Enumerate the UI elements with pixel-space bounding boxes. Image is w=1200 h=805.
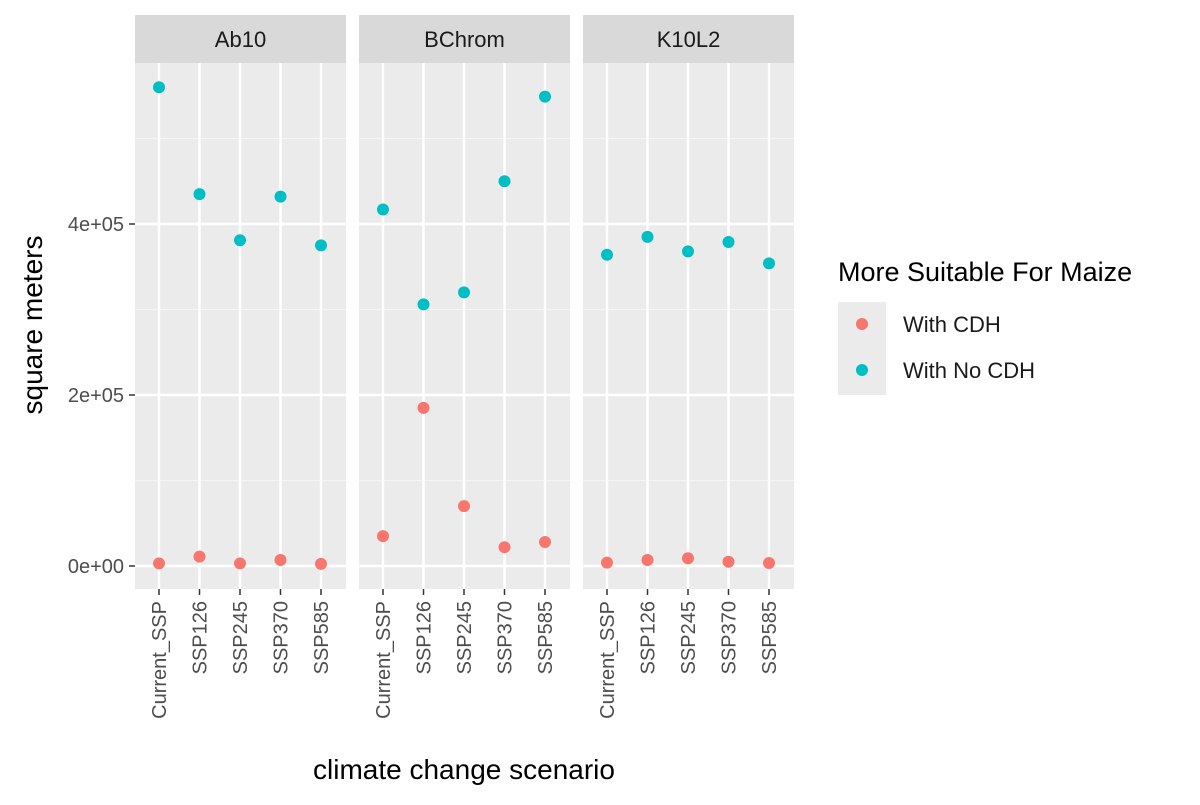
point-with-cdh-ssp126 [641,554,654,567]
point-with-no-cdh-current-ssp [377,203,389,216]
facet-strip [359,15,570,63]
x-tick-label-ssp245: SSP245 [678,601,700,674]
point-with-cdh-ssp245 [234,557,246,570]
point-with-no-cdh-ssp370 [498,175,511,188]
y-tick-label: 2e+05 [68,385,124,407]
point-with-cdh-ssp370 [274,554,287,567]
point-with-cdh-ssp245 [458,500,470,513]
x-tick-label-ssp126: SSP126 [190,601,212,674]
point-with-cdh-ssp370 [498,541,511,554]
facet-panel-bchrom: BChrom Current_SSP SSP126 SSP245 SSP370 SSP58… [359,15,570,719]
facet-strip [135,15,346,63]
x-tick-label-ssp585: SSP585 [759,601,781,674]
point-with-no-cdh-ssp585 [539,90,551,103]
point-with-no-cdh-ssp370 [274,190,287,203]
facet-strip-label: BChrom [424,27,505,52]
x-tick-label-current-ssp: Current_SSP [149,601,171,719]
legend-label-with-cdh: With CDH [903,312,1001,337]
point-with-cdh-ssp126 [417,401,430,414]
point-with-no-cdh-ssp585 [763,257,775,270]
y-axis-title: square meters [17,236,48,415]
point-with-cdh-current-ssp [377,530,389,543]
legend: More Suitable For Maize With CDH With No… [838,257,1132,395]
x-tick-label-ssp245: SSP245 [454,601,476,674]
x-tick-label-ssp585: SSP585 [311,601,333,674]
y-axis: 0e+00 2e+05 4e+05 [68,214,135,578]
point-with-cdh-ssp585 [763,557,775,570]
x-tick-label-ssp245: SSP245 [230,601,252,674]
point-with-cdh-ssp126 [193,550,206,563]
point-with-cdh-ssp245 [682,552,694,565]
facet-strip [583,15,794,63]
x-tick-label-ssp370: SSP370 [719,601,741,674]
point-with-no-cdh-ssp370 [722,235,735,248]
point-with-no-cdh-ssp245 [234,234,246,247]
x-tick-label-current-ssp: Current_SSP [597,601,619,719]
x-axis-title: climate change scenario [313,754,615,785]
point-with-no-cdh-ssp126 [417,298,430,311]
point-with-cdh-current-ssp [153,557,165,570]
point-with-cdh-ssp585 [539,536,551,549]
point-with-no-cdh-ssp245 [458,286,470,299]
x-tick-label-current-ssp: Current_SSP [373,601,395,719]
point-with-no-cdh-ssp126 [641,230,654,243]
point-with-no-cdh-current-ssp [601,248,613,261]
facet-panel-k10l2: K10L2 Current_SSP SSP126 SSP245 SSP370 SSP585 [583,15,794,719]
point-with-cdh-current-ssp [601,556,613,569]
facet-panel-ab10: Ab10 Current_SSP SSP126 SSP245 SSP370 SSP585 [135,15,346,719]
point-with-cdh-ssp370 [722,555,735,568]
x-tick-label-ssp126: SSP126 [638,601,660,674]
legend-marker-with-no-cdh [856,364,868,376]
y-tick-label: 0e+00 [68,556,124,578]
legend-marker-with-cdh [856,318,868,330]
point-with-no-cdh-ssp245 [682,245,694,258]
x-tick-label-ssp126: SSP126 [414,601,436,674]
x-tick-label-ssp370: SSP370 [495,601,517,674]
point-with-cdh-ssp585 [315,557,327,570]
y-tick-label: 4e+05 [68,214,124,236]
point-with-no-cdh-current-ssp [153,81,165,94]
facet-strip-label: K10L2 [657,27,721,52]
x-tick-label-ssp370: SSP370 [271,601,293,674]
legend-title: More Suitable For Maize [838,257,1132,287]
facet-strip-label: Ab10 [215,27,266,52]
point-with-no-cdh-ssp585 [315,239,327,252]
point-with-no-cdh-ssp126 [193,188,206,201]
legend-label-with-no-cdh: With No CDH [903,358,1035,383]
x-tick-label-ssp585: SSP585 [535,601,557,674]
